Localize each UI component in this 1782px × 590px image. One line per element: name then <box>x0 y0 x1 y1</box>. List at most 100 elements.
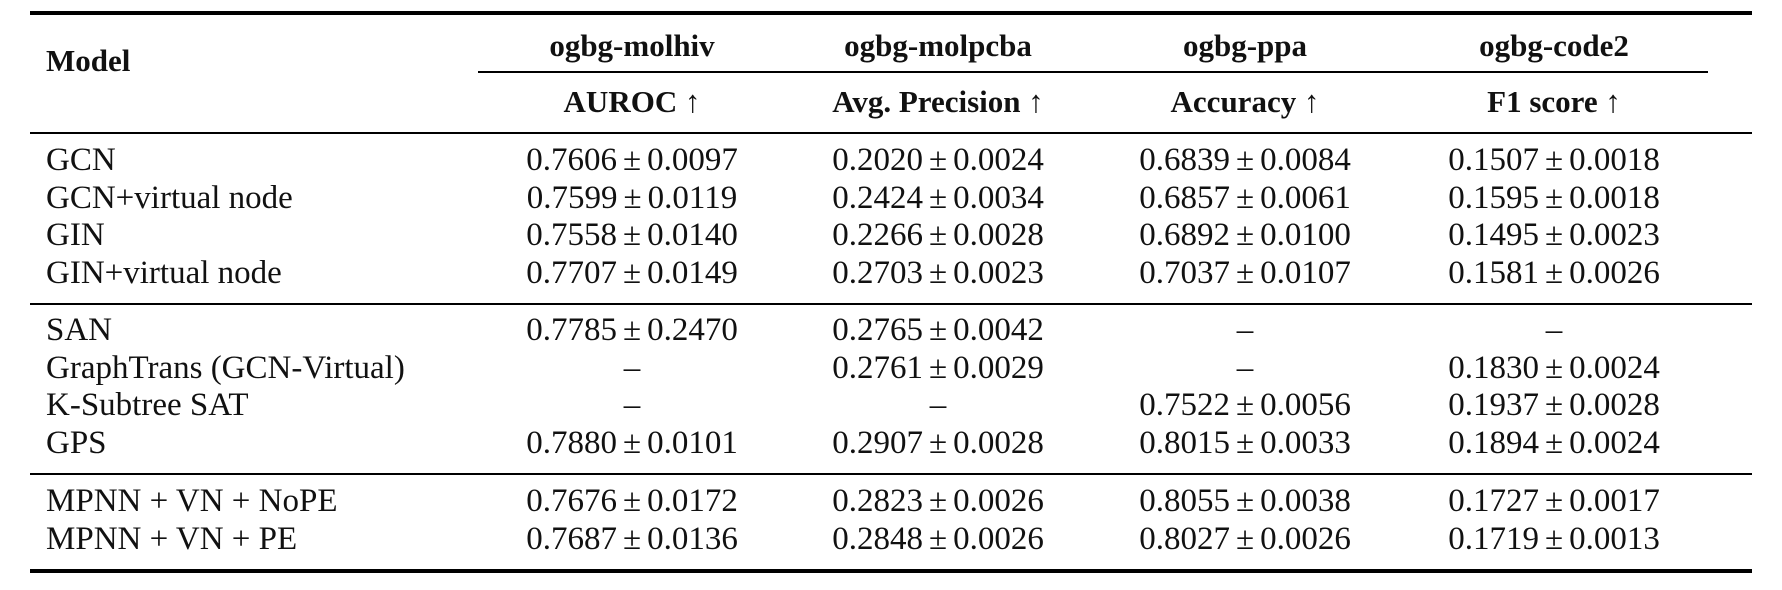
mean-value: 0.6892 <box>1139 217 1230 253</box>
std-value: 0.0029 <box>953 350 1044 386</box>
model-name: GCN+virtual node <box>46 180 293 216</box>
result-cell: 0.2907 ±0.0028 <box>832 427 1044 460</box>
empty-cell-dash: – <box>1545 312 1563 348</box>
mean-value: 0.7880 <box>526 425 617 461</box>
result-cell: 0.1495 ±0.0023 <box>1448 219 1660 252</box>
plus-minus-symbol: ± <box>622 255 642 291</box>
dataset-header: ogbg-molhiv <box>549 28 715 63</box>
model-name: SAN <box>46 312 113 348</box>
plus-minus-symbol: ± <box>928 425 948 461</box>
std-value: 0.0028 <box>953 425 1044 461</box>
empty-cell-dash: – <box>1236 312 1254 348</box>
model-name: GIN+virtual node <box>46 255 282 291</box>
group-rule-1 <box>30 303 1752 305</box>
result-cell: 0.2823 ±0.0026 <box>832 485 1044 518</box>
std-value: 0.0028 <box>1569 387 1660 423</box>
result-cell: 0.1595 ±0.0018 <box>1448 182 1660 215</box>
top-rule <box>30 11 1752 15</box>
mean-value: 0.1830 <box>1448 350 1539 386</box>
std-value: 0.0026 <box>953 521 1044 557</box>
std-value: 0.0024 <box>1569 425 1660 461</box>
result-cell: 0.1830 ±0.0024 <box>1448 352 1660 385</box>
std-value: 0.0107 <box>1260 255 1351 291</box>
result-cell: 0.7707 ±0.0149 <box>526 257 738 290</box>
std-value: 0.0034 <box>953 180 1044 216</box>
result-cell: 0.1581 ±0.0026 <box>1448 257 1660 290</box>
std-value: 0.0024 <box>953 142 1044 178</box>
result-cell: 0.6857 ±0.0061 <box>1139 182 1351 215</box>
header-rule <box>30 132 1752 134</box>
std-value: 0.0026 <box>953 483 1044 519</box>
mean-value: 0.6839 <box>1139 142 1230 178</box>
mean-value: 0.2848 <box>832 521 923 557</box>
plus-minus-symbol: ± <box>1544 142 1564 178</box>
model-name: GCN <box>46 142 116 178</box>
plus-minus-symbol: ± <box>928 350 948 386</box>
dataset-underline <box>478 71 1708 73</box>
result-cell: 0.6839 ±0.0084 <box>1139 144 1351 177</box>
result-cell: 0.7676 ±0.0172 <box>526 485 738 518</box>
plus-minus-symbol: ± <box>1544 350 1564 386</box>
plus-minus-symbol: ± <box>928 521 948 557</box>
dataset-header: ogbg-code2 <box>1479 28 1629 63</box>
plus-minus-symbol: ± <box>622 521 642 557</box>
plus-minus-symbol: ± <box>1544 217 1564 253</box>
plus-minus-symbol: ± <box>1235 255 1255 291</box>
result-cell: 0.2848 ±0.0026 <box>832 523 1044 556</box>
mean-value: 0.2424 <box>832 180 923 216</box>
std-value: 0.0100 <box>1260 217 1351 253</box>
mean-value: 0.8055 <box>1139 483 1230 519</box>
metric-header: Accuracy ↑ <box>1170 84 1320 119</box>
dataset-header: ogbg-molpcba <box>844 28 1032 63</box>
result-cell: 0.8027 ±0.0026 <box>1139 523 1351 556</box>
plus-minus-symbol: ± <box>622 312 642 348</box>
dataset-header: ogbg-ppa <box>1182 28 1308 63</box>
model-name: K-Subtree SAT <box>46 387 249 423</box>
plus-minus-symbol: ± <box>622 425 642 461</box>
result-cell: 0.2266 ±0.0028 <box>832 219 1044 252</box>
result-cell: 0.2020 ±0.0024 <box>832 144 1044 177</box>
std-value: 0.0026 <box>1569 255 1660 291</box>
std-value: 0.2470 <box>647 312 738 348</box>
mean-value: 0.1595 <box>1448 180 1539 216</box>
empty-cell-dash: – <box>929 387 947 423</box>
result-cell: 0.1894 ±0.0024 <box>1448 427 1660 460</box>
result-cell: 0.7785 ±0.2470 <box>526 314 738 347</box>
group-rule-2 <box>30 473 1752 475</box>
result-cell: 0.7606 ±0.0097 <box>526 144 738 177</box>
metric-header: AUROC ↑ <box>563 84 701 119</box>
plus-minus-symbol: ± <box>928 312 948 348</box>
result-cell: 0.7687 ±0.0136 <box>526 523 738 556</box>
plus-minus-symbol: ± <box>1235 483 1255 519</box>
std-value: 0.0061 <box>1260 180 1351 216</box>
result-cell: 0.8015 ±0.0033 <box>1139 427 1351 460</box>
plus-minus-symbol: ± <box>1544 483 1564 519</box>
std-value: 0.0140 <box>647 217 738 253</box>
mean-value: 0.1495 <box>1448 217 1539 253</box>
mean-value: 0.1719 <box>1448 521 1539 557</box>
plus-minus-symbol: ± <box>1235 521 1255 557</box>
result-cell: 0.6892 ±0.0100 <box>1139 219 1351 252</box>
mean-value: 0.7785 <box>526 312 617 348</box>
std-value: 0.0172 <box>647 483 738 519</box>
mean-value: 0.7687 <box>526 521 617 557</box>
result-cell: 0.2424 ±0.0034 <box>832 182 1044 215</box>
plus-minus-symbol: ± <box>1544 425 1564 461</box>
plus-minus-symbol: ± <box>1544 521 1564 557</box>
mean-value: 0.7707 <box>526 255 617 291</box>
plus-minus-symbol: ± <box>928 217 948 253</box>
result-cell: 0.7037 ±0.0107 <box>1139 257 1351 290</box>
mean-value: 0.7558 <box>526 217 617 253</box>
mean-value: 0.8027 <box>1139 521 1230 557</box>
std-value: 0.0018 <box>1569 142 1660 178</box>
plus-minus-symbol: ± <box>1544 387 1564 423</box>
std-value: 0.0136 <box>647 521 738 557</box>
mean-value: 0.2020 <box>832 142 923 178</box>
result-cell: 0.7599 ±0.0119 <box>527 182 737 215</box>
std-value: 0.0038 <box>1260 483 1351 519</box>
result-cell: 0.7558 ±0.0140 <box>526 219 738 252</box>
mean-value: 0.2703 <box>832 255 923 291</box>
metric-header: F1 score ↑ <box>1487 84 1621 119</box>
mean-value: 0.1581 <box>1448 255 1539 291</box>
result-cell: 0.1937 ±0.0028 <box>1448 389 1660 422</box>
